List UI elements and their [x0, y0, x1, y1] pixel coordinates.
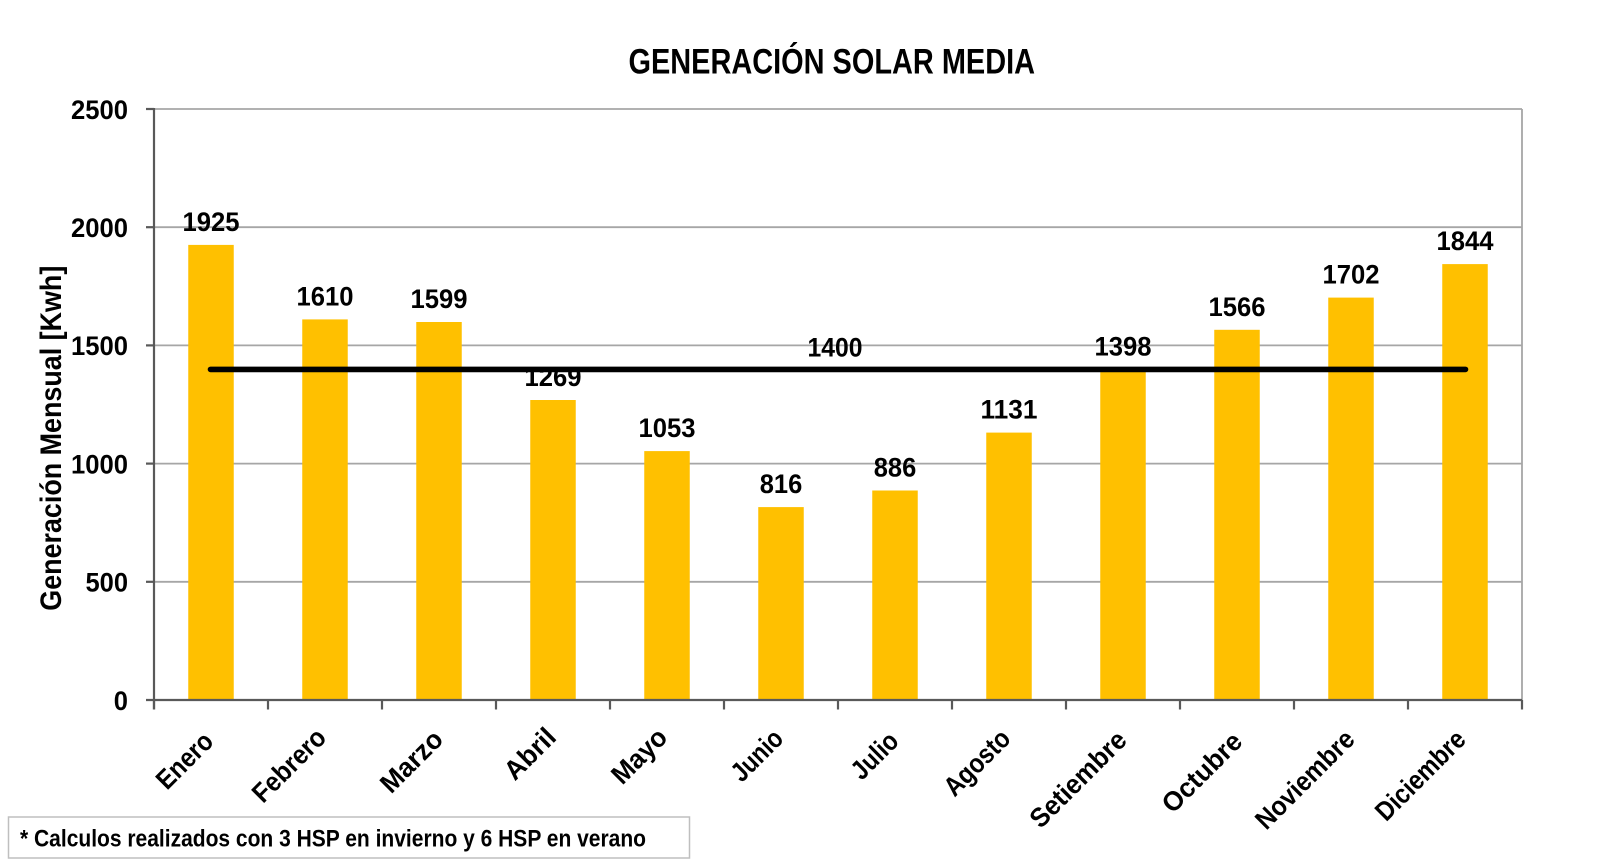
svg-text:0: 0 — [114, 686, 128, 716]
svg-text:1053: 1053 — [639, 413, 696, 443]
svg-text:886: 886 — [874, 453, 917, 483]
svg-text:1269: 1269 — [525, 362, 582, 392]
svg-text:500: 500 — [86, 568, 129, 598]
svg-text:2500: 2500 — [71, 95, 128, 125]
svg-text:1610: 1610 — [297, 281, 354, 311]
svg-text:816: 816 — [760, 469, 803, 499]
svg-text:1000: 1000 — [71, 449, 128, 479]
svg-text:2000: 2000 — [71, 213, 128, 243]
svg-text:1566: 1566 — [1209, 292, 1266, 322]
svg-text:* Calculos realizados con 3 HS: * Calculos realizados con 3 HSP en invie… — [20, 826, 646, 853]
svg-text:GENERACIÓN SOLAR MEDIA: GENERACIÓN SOLAR MEDIA — [629, 42, 1036, 82]
svg-text:1844: 1844 — [1437, 226, 1494, 256]
svg-text:1400: 1400 — [808, 333, 863, 363]
svg-text:1500: 1500 — [71, 331, 128, 361]
svg-text:1131: 1131 — [981, 395, 1038, 425]
svg-text:1702: 1702 — [1323, 260, 1380, 290]
svg-text:1599: 1599 — [411, 284, 468, 314]
svg-text:Generación Mensual [Kwh]: Generación Mensual [Kwh] — [35, 266, 68, 611]
svg-text:1398: 1398 — [1095, 332, 1152, 362]
svg-text:1925: 1925 — [183, 207, 240, 237]
